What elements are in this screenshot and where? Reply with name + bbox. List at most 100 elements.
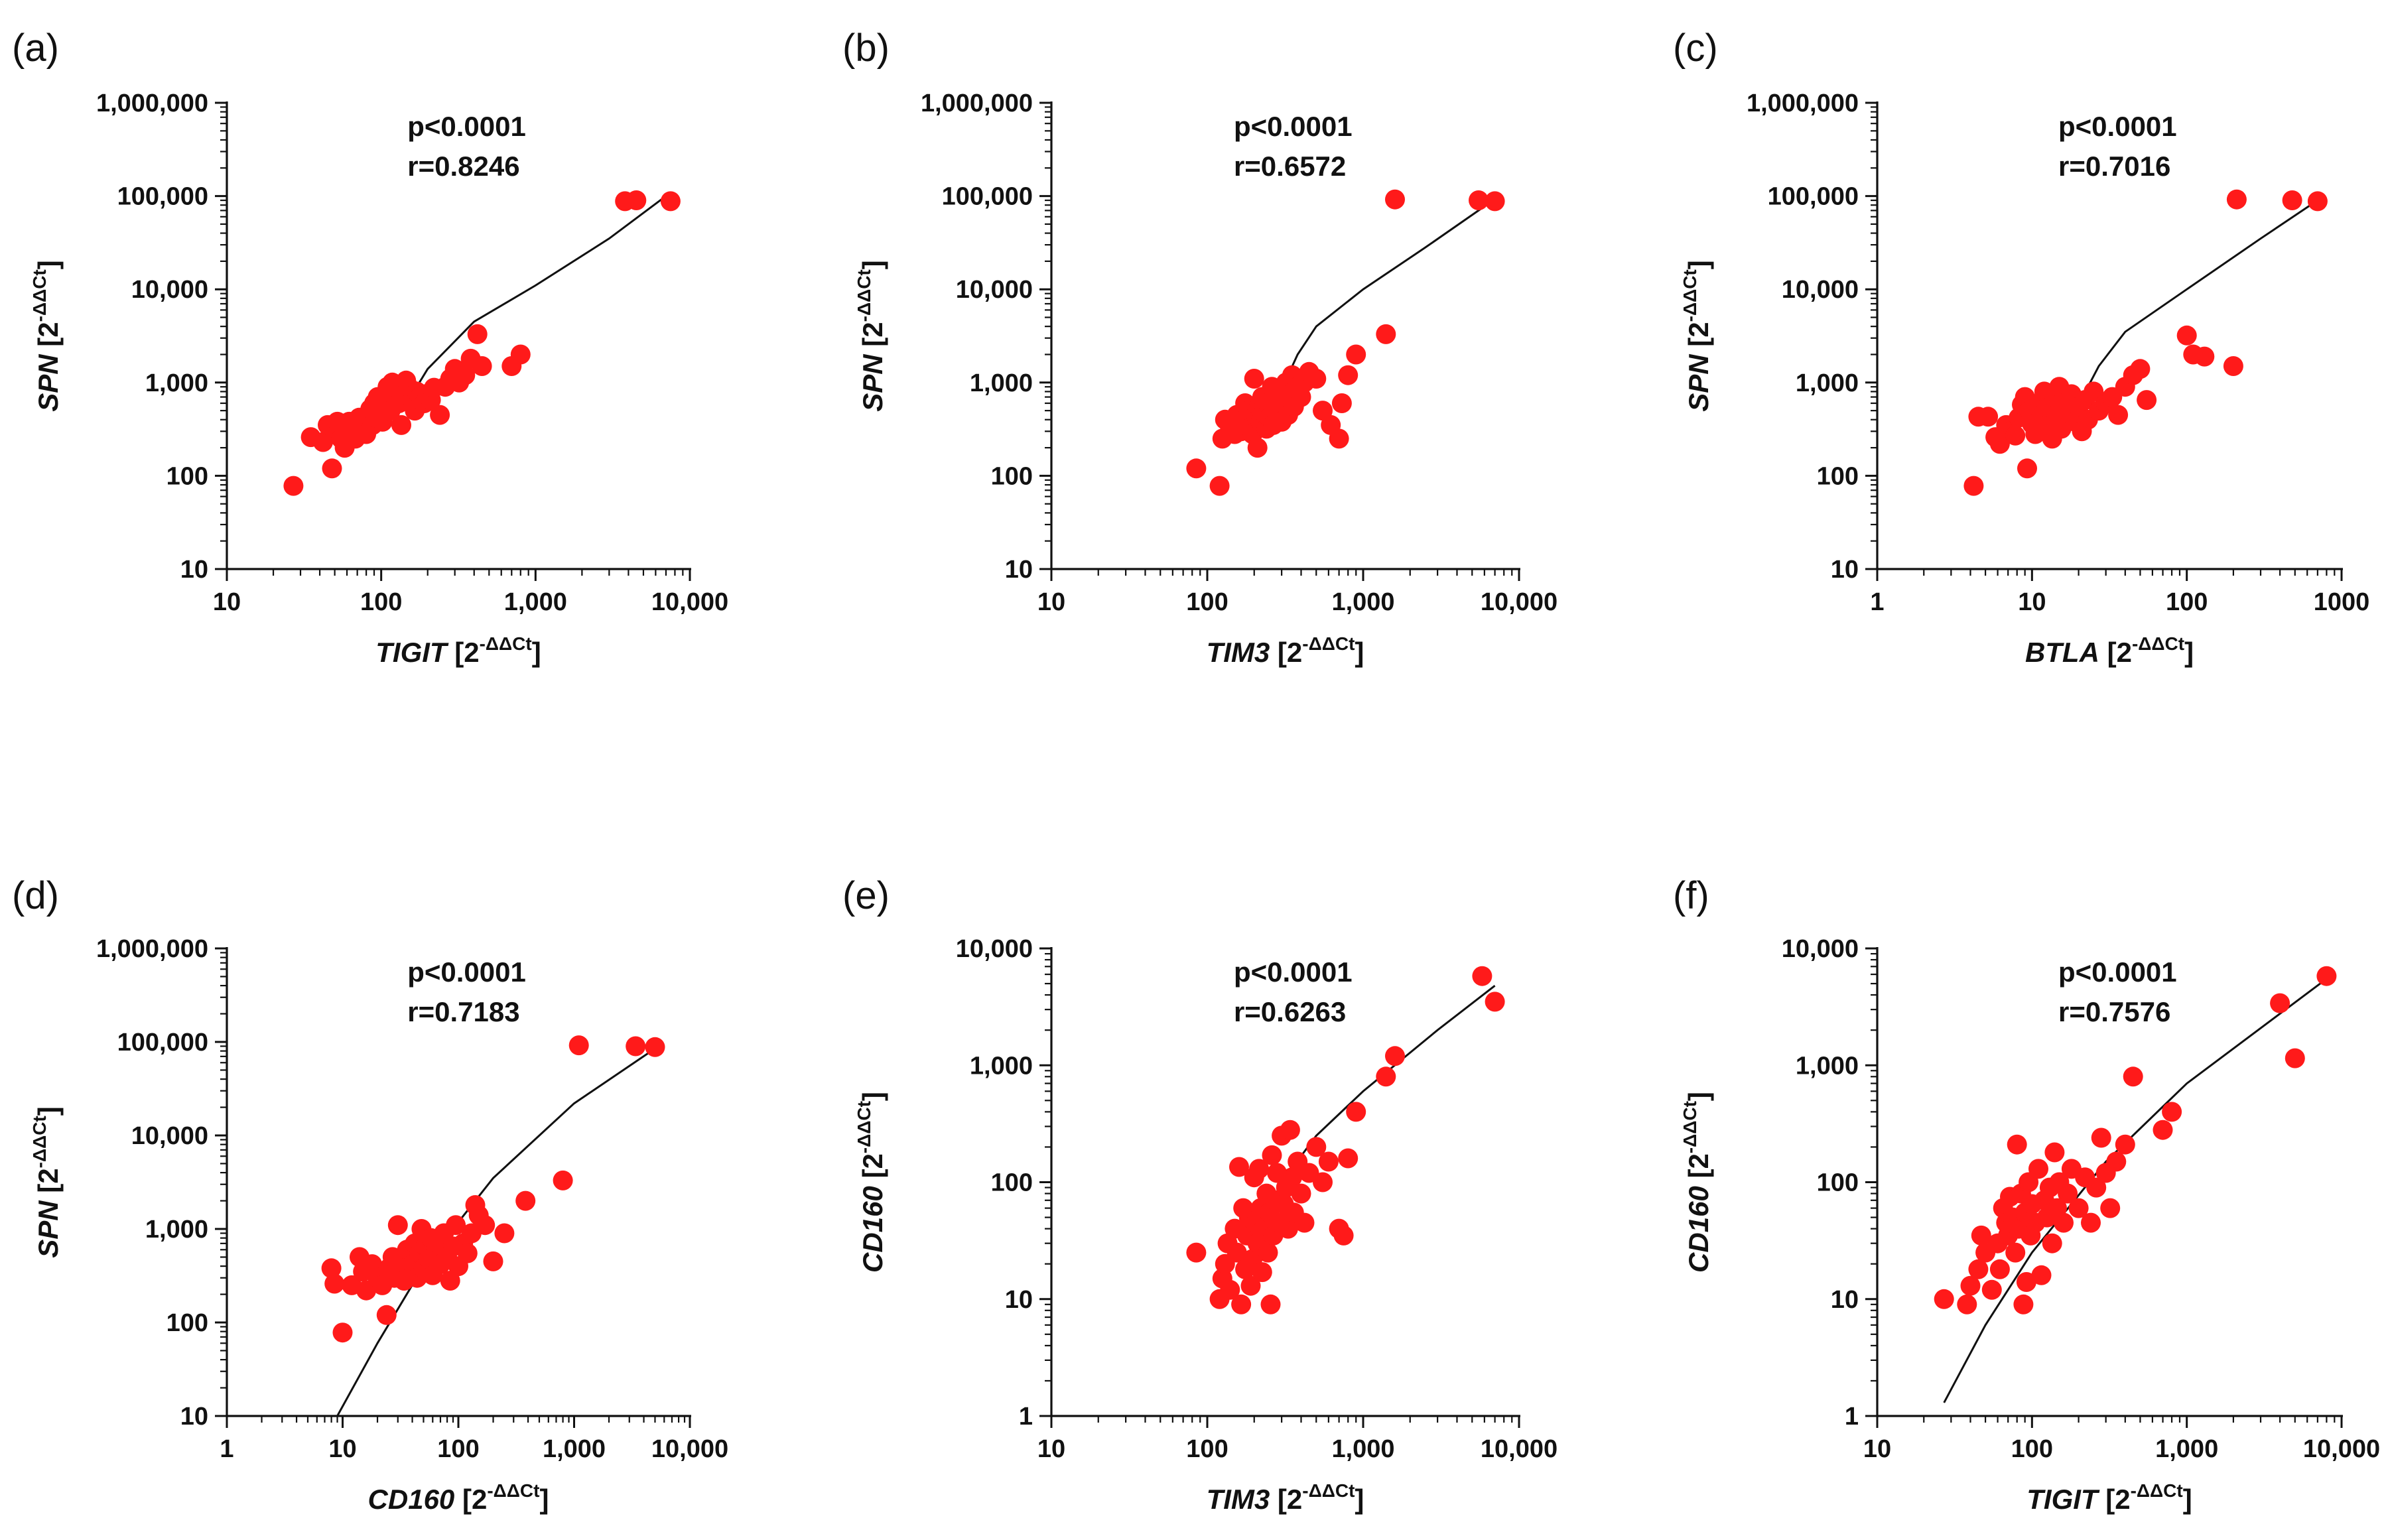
p-value-annotation: p<0.0001 [1234,111,1353,142]
data-point [2176,325,2197,346]
data-point [1209,476,1230,496]
data-point [1346,1102,1366,1122]
data-point [1385,189,1405,210]
data-point [568,1035,589,1056]
data-point [1249,1159,1270,1179]
p-value-annotation: p<0.0001 [2058,111,2177,142]
x-tick-label: 10 [213,588,241,616]
x-tick-label: 10,000 [1481,1435,1558,1463]
x-tick-label: 10 [328,1435,356,1463]
data-point [2005,425,2026,446]
data-point [2013,1294,2034,1315]
data-point [1978,407,1999,427]
data-point [472,356,492,376]
data-point [440,1271,460,1291]
data-point [2100,1198,2121,1218]
data-point [660,191,681,212]
data-point [446,1215,466,1236]
data-point [1333,1225,1354,1246]
x-tick-label: 10 [2018,588,2046,616]
data-point [1989,1259,2010,1279]
y-tick-label: 1,000 [1796,369,1859,397]
y-tick-label: 10,000 [131,276,208,304]
p-value-annotation: p<0.0001 [407,956,526,988]
panel-letter: (c) [1673,27,1718,70]
data-point [1971,1225,1991,1246]
data-point [2130,359,2151,379]
y-tick-label: 10 [1831,556,1859,584]
y-tick-label: 1,000 [970,1052,1033,1080]
panel-b: (b) 10 100 1,000 10,000 10 100 1,000 10,000 100,0… [842,27,1558,668]
x-tick-label: 10,000 [1481,588,1558,616]
data-point [430,405,450,425]
y-tick-label: 1,000 [1796,1052,1859,1080]
r-value-annotation: r=0.6572 [1234,151,1346,182]
y-tick-label: 1,000,000 [921,90,1033,117]
x-tick-label: 1,000 [543,1435,606,1463]
data-point [483,1251,503,1271]
x-tick-label: 1,000 [1331,1435,1394,1463]
data-point [455,365,476,385]
data-point [1338,1148,1359,1169]
data-point [2226,189,2247,210]
data-point [1186,458,1207,479]
data-point [2028,1159,2048,1179]
data-point [2108,405,2129,425]
y-tick-label: 10 [180,556,208,584]
data-point [1318,1151,1339,1172]
x-tick-label: 100 [1186,588,1228,616]
panel-a: (a) 10 100 1,000 10,000 10 100 1,000 10,000 100,0… [12,27,728,668]
data-point [1186,1242,1207,1263]
x-tick-label: 1000 [2314,588,2370,616]
data-point [510,344,531,365]
x-tick-label: 100 [2166,588,2208,616]
x-tick-label: 1,000 [2155,1435,2218,1463]
data-point [2058,1183,2078,1204]
x-tick-label: 10,000 [651,1435,728,1463]
x-tick-label: 100 [1186,1435,1228,1463]
panel-letter: (d) [12,874,59,917]
data-point [1280,1120,1300,1140]
data-point [1981,1279,2002,1300]
data-point [332,1322,353,1343]
data-point [2081,1212,2101,1233]
data-point [626,190,647,210]
x-tick-label: 100 [437,1435,479,1463]
data-point [2162,1102,2182,1122]
data-point [1227,1242,1247,1263]
y-tick-label: 100 [166,462,208,490]
data-point [645,1037,665,1057]
x-axis-label: TIM3 [2-ΔΔCt] [1207,1480,1364,1515]
data-point [1963,476,1984,496]
data-point [1252,1262,1272,1283]
data-point [2068,1198,2089,1218]
data-point [1294,1212,1315,1233]
y-tick-label: 10 [1005,1286,1033,1314]
data-point [1306,369,1327,389]
y-tick-label: 10,000 [956,935,1033,963]
data-point [1313,401,1333,421]
data-point [2031,1265,2052,1285]
data-point [324,1273,345,1294]
data-point [387,1215,408,1236]
y-tick-label: 10,000 [131,1122,208,1150]
data-point [1306,1137,1327,1157]
p-value-annotation: p<0.0001 [407,111,526,142]
data-point [515,1190,536,1211]
data-point [2044,1142,2065,1163]
data-point [2137,390,2157,411]
regression-line [2087,199,2318,387]
panel-letter: (f) [1673,874,1709,917]
x-tick-label: 10,000 [651,588,728,616]
panel-e: (e)10 100 1,000 10,0001101001,00010,000TIM3… [842,874,1558,1515]
data-point [2091,1127,2111,1148]
y-axis-label: SPN [2-ΔΔCt] [1680,260,1714,412]
data-point [2223,356,2243,376]
x-tick-label: 100 [360,588,402,616]
data-point [1376,1066,1396,1087]
data-point [1957,1294,1977,1315]
y-tick-label: 100 [991,462,1033,490]
x-axis-label: CD160 [2-ΔΔCt] [368,1480,549,1515]
regression-line [1287,202,1491,376]
data-point [1229,1157,1249,1177]
